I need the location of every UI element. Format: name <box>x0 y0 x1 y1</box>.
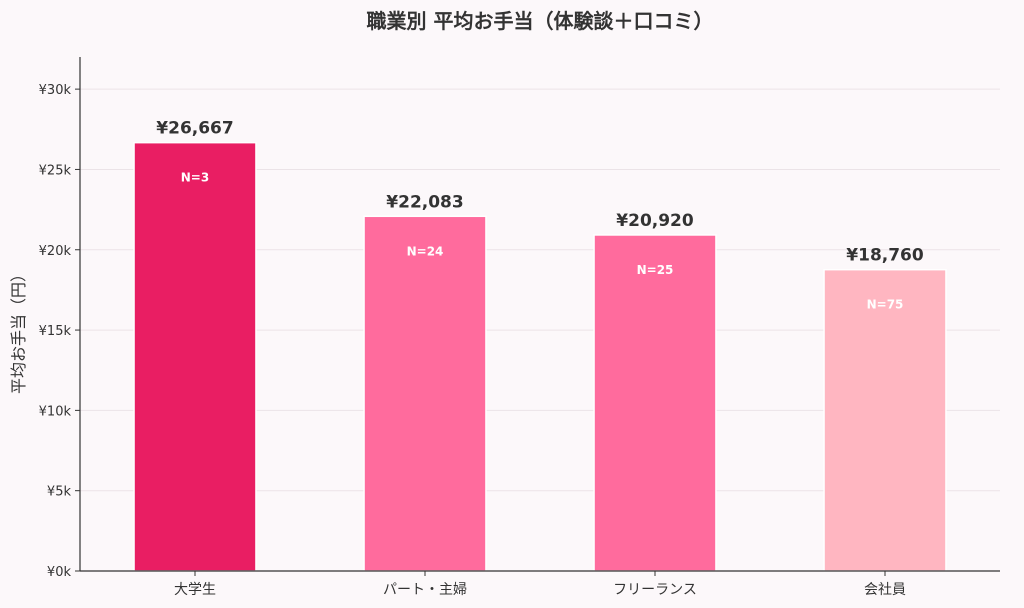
x-tick-label: パート・主婦 <box>383 581 467 598</box>
y-tick-label: ¥5k <box>47 485 72 500</box>
x-tick-label: フリーランス <box>613 582 697 598</box>
x-tick-label: 会社員 <box>864 582 906 598</box>
y-tick-label: ¥0k <box>47 565 72 580</box>
sample-size-label: N=24 <box>407 244 444 258</box>
chart-title: 職業別 平均お手当（体験談＋口コミ） <box>367 9 714 33</box>
value-label: ¥18,760 <box>846 246 924 266</box>
bars <box>133 141 947 572</box>
y-tick-label: ¥25k <box>39 163 72 178</box>
bar <box>823 268 947 572</box>
x-axis-ticks: 大学生 パート・主婦 フリーランス 会社員 <box>174 571 906 598</box>
sample-size-label: N=75 <box>867 298 904 312</box>
sample-size-label: N=3 <box>181 171 209 185</box>
y-tick-label: ¥15k <box>39 324 72 339</box>
y-axis-ticks: ¥0k ¥5k ¥10k ¥15k ¥20k ¥25k ¥30k <box>39 83 80 580</box>
y-tick-label: ¥20k <box>39 244 72 259</box>
y-tick-label: ¥30k <box>39 83 72 98</box>
x-tick-label: 大学生 <box>174 582 216 598</box>
value-label: ¥22,083 <box>386 192 463 212</box>
sample-size-label: N=25 <box>637 263 674 277</box>
value-label: ¥20,920 <box>616 211 694 231</box>
bar <box>363 215 487 572</box>
bar-labels: ¥26,667 N=3 ¥22,083 N=24 ¥20,920 N=25 ¥18,760 N… <box>156 119 924 312</box>
bar <box>133 141 257 572</box>
bar <box>593 234 717 572</box>
value-label: ¥26,667 <box>156 119 233 139</box>
y-tick-label: ¥10k <box>39 404 72 419</box>
y-axis-label: 平均お手当（円） <box>9 266 28 394</box>
